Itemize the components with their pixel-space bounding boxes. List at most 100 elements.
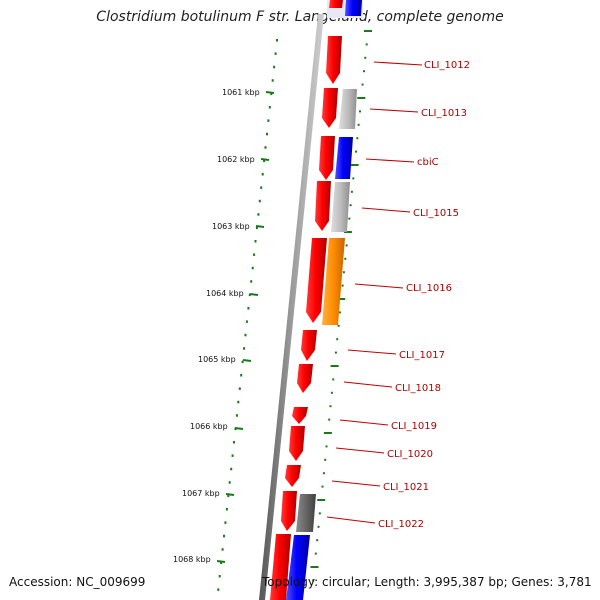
minor-tick-dot [254, 240, 257, 243]
minor-tick-dot [224, 521, 227, 524]
gene-label-text: CLI_1012 [424, 60, 470, 71]
minor-tick-dot [258, 199, 261, 203]
outer-tick-mark [325, 445, 328, 448]
minor-tick-dot [270, 92, 273, 96]
minor-tick-dot [221, 548, 224, 551]
outer-tick-mark [332, 378, 335, 381]
minor-tick-dot [244, 333, 247, 337]
gene-label-text: CLI_1022 [378, 519, 424, 530]
minor-tick-dot [251, 266, 254, 270]
cds-arrow [289, 426, 305, 461]
minor-tick-dot [237, 400, 240, 404]
outer-tick-mark [341, 284, 344, 287]
inner-track [270, 0, 343, 600]
minor-tick-dot [263, 159, 266, 163]
gene-label: cbiC [365, 157, 439, 168]
minor-tick-dot [264, 146, 267, 149]
gene-label: CLI_1020 [335, 447, 433, 460]
kbp-tick-label: 1066 kbp [190, 422, 228, 431]
gene-labels: CLI_1012 CLI_1013 cbiC CLI_1015 CLI_1016… [326, 60, 470, 530]
outer-tick-mark [324, 458, 327, 461]
feature-block-gray [339, 89, 357, 129]
cds-arrow [281, 491, 297, 531]
outer-tick-mark [343, 231, 352, 233]
minor-tick-dot [261, 173, 264, 176]
gene-label-text: CLI_1018 [395, 383, 441, 394]
outer-tick-mark [356, 137, 359, 140]
minor-tick-dot [248, 293, 251, 297]
map-title: Clostridium botulinum F str. Langeland, … [96, 9, 504, 25]
kbp-tick: 1068 kbp [173, 555, 226, 564]
outer-tick-mark [337, 324, 340, 327]
cds-arrow [270, 534, 291, 600]
cds-arrow [326, 36, 342, 84]
gene-label-text: CLI_1016 [406, 283, 452, 294]
kbp-tick: 1066 kbp [190, 422, 244, 431]
gene-label: CLI_1015 [361, 207, 459, 219]
outer-tick-mark [365, 43, 368, 46]
minor-tick-dot [243, 347, 246, 350]
kbp-tick: 1064 kbp [206, 289, 259, 298]
outer-tick-mark [352, 177, 355, 180]
outer-tick-marks [310, 30, 372, 582]
minor-tick-dot [255, 226, 258, 230]
minor-tick-dot [235, 414, 238, 417]
kbp-tick-label: 1064 kbp [206, 289, 244, 298]
outer-tick-mark [350, 190, 353, 193]
gene-label-text: cbiC [417, 157, 439, 168]
cds-arrow [301, 330, 317, 361]
minor-tick-dot [257, 213, 260, 216]
outer-tick-mark [317, 525, 320, 528]
kbp-tick-label: 1063 kbp [212, 222, 250, 231]
cds-arrow [319, 136, 335, 180]
minor-tick-dot [274, 52, 277, 55]
kbp-tick-label: 1065 kbp [198, 355, 236, 364]
cds-arrow [285, 465, 301, 487]
kbp-tick: 1061 kbp [222, 88, 275, 97]
outer-tick-mark [357, 97, 366, 99]
cds-arrow [306, 238, 327, 323]
feature-block-gray [331, 182, 350, 232]
gene-label-text: CLI_1019 [391, 421, 437, 432]
minor-tick-dot [271, 79, 274, 82]
minor-tick-dot [276, 39, 278, 42]
outer-tick-mark [310, 566, 319, 568]
outer-tick-mark [361, 83, 364, 86]
outer-tick-mark [328, 418, 331, 421]
gene-label-text: CLI_1015 [413, 208, 459, 219]
outer-tick-mark [355, 150, 357, 153]
minor-tick-dot [233, 441, 235, 444]
outer-tick-mark [344, 257, 347, 260]
gene-label-text: CLI_1013 [421, 108, 467, 119]
cds-arrow [292, 407, 308, 424]
outer-tick-mark [363, 70, 365, 73]
minor-tick-dot [218, 575, 221, 578]
topology-text: Topology: circular; Length: 3,995,387 bp… [262, 575, 592, 589]
kbp-tick: 1065 kbp [198, 355, 252, 364]
gene-label-text: CLI_1017 [399, 350, 445, 361]
outer-tick-mark [349, 204, 352, 207]
feature-block-blue [286, 535, 310, 600]
outer-tick-mark [312, 579, 315, 582]
kbp-tick: 1063 kbp [212, 222, 265, 231]
minor-tick-dot [230, 467, 233, 471]
feature-block-blue [345, 0, 362, 16]
minor-tick-dot [225, 508, 228, 511]
feature-block-blue [335, 137, 353, 179]
outer-tick-mark [348, 217, 351, 220]
gene-label: CLI_1018 [343, 381, 441, 394]
kbp-tick: 1062 kbp [217, 155, 270, 164]
cds-arrow [297, 364, 313, 393]
outer-tick-mark [336, 338, 339, 341]
minor-tick-dot [227, 494, 230, 498]
outer-tick-mark [338, 311, 341, 314]
minor-tick-dot [266, 132, 268, 136]
minor-tick-dot [250, 280, 253, 283]
minor-tick-dot [260, 186, 263, 189]
gene-label: CLI_1019 [339, 419, 437, 432]
outer-tick-mark [350, 164, 359, 166]
gene-label: CLI_1017 [347, 349, 445, 361]
outer-track [286, 0, 362, 600]
kbp-tick-label: 1061 kbp [222, 88, 260, 97]
